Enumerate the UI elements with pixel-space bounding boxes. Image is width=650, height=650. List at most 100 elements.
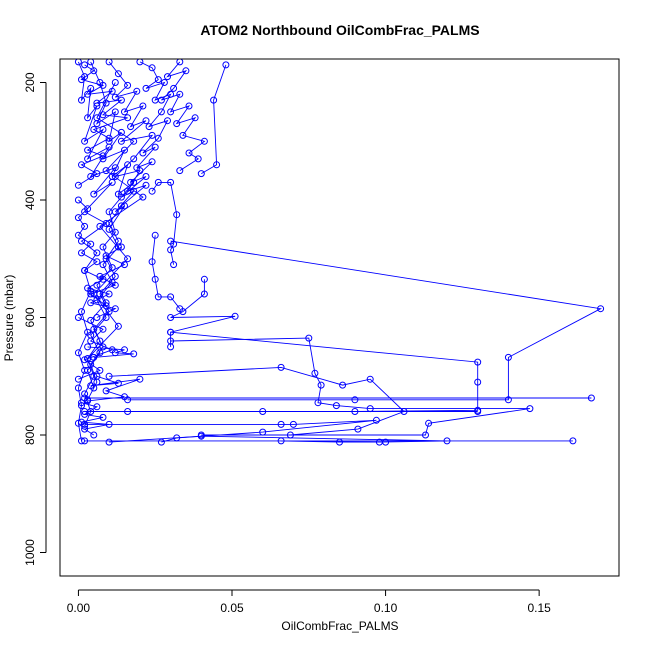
data-point [90,431,98,439]
data-point [148,187,156,195]
data-point [117,243,125,251]
data-point [111,173,119,180]
data-point [197,170,205,178]
data-point [99,111,107,119]
data-point [124,114,132,122]
data-point [74,196,82,204]
data-point [117,96,125,104]
data-point [105,59,113,66]
data-point [78,418,85,426]
plot-area [74,59,605,446]
data-point [81,137,89,145]
data-point [277,363,285,371]
data-point [164,73,171,81]
series-line [151,181,178,265]
data-point [78,249,85,257]
data-point [90,190,98,198]
data-point [213,161,221,169]
data-point [87,337,95,345]
data-point [148,258,156,266]
series-line [87,82,144,359]
data-point [84,284,92,292]
data-point [78,237,85,245]
plot-frame [59,58,620,577]
y-axis-label: Pressure (mbar) [2,275,16,362]
data-point [154,293,162,301]
data-point [170,84,178,92]
data-point [78,96,85,104]
data-point [139,149,147,157]
series-line [87,346,134,358]
data-point [111,281,119,289]
data-point [133,87,141,95]
data-point [81,410,89,418]
data-point [93,403,101,411]
y-tick-label: 200 [23,72,37,92]
data-point [130,187,138,195]
data-point [90,325,98,333]
y-axis: 200 400 600 800 1000 [23,72,47,566]
data-point [167,246,175,254]
data-point [121,108,128,116]
series-line [77,61,117,441]
data-point [587,394,595,402]
data-point [148,131,156,139]
data-point [81,222,89,230]
series-line [170,337,530,436]
data-point [117,193,125,201]
data-point [173,120,181,128]
data-point [151,143,159,151]
data-point [74,314,82,321]
data-point [130,137,138,145]
data-point [142,173,150,180]
data-point [74,181,82,189]
data-point [121,146,128,154]
y-tick-label: 1000 [23,539,37,566]
data-point [422,431,429,439]
data-point [259,428,267,436]
data-point [173,211,181,219]
data-point [176,167,184,175]
data-point [167,178,175,186]
data-point [74,231,82,239]
series-line [161,61,206,171]
data-point [111,93,119,101]
series-line [87,375,141,402]
data-point [87,299,95,307]
data-point [78,399,85,407]
x-tick-label: 0.05 [220,601,244,615]
data-point [84,343,92,351]
data-point [351,396,359,404]
data-point [136,59,144,66]
data-point [81,61,89,69]
data-point [167,314,175,321]
data-point [99,243,107,251]
series-line [78,64,128,186]
data-point [154,178,162,186]
data-point [354,425,362,433]
data-point [81,390,89,398]
data-point [111,305,119,313]
data-point [78,161,85,169]
data-point [111,272,119,280]
data-point [84,90,92,98]
data-point [569,437,577,445]
data-point [167,328,175,336]
data-point [526,405,534,413]
data-point [311,369,319,377]
data-point [339,381,347,389]
data-point [372,416,380,424]
data-point [366,375,374,383]
data-point [167,108,175,116]
data-point [74,384,82,392]
data-point [93,372,101,380]
data-point [96,337,104,345]
data-point [99,152,107,160]
data-point [117,137,125,145]
data-point [151,231,159,239]
data-point [124,81,132,89]
data-point [185,149,193,157]
data-point [151,275,159,283]
data-point [96,272,104,280]
series-line [201,64,227,174]
